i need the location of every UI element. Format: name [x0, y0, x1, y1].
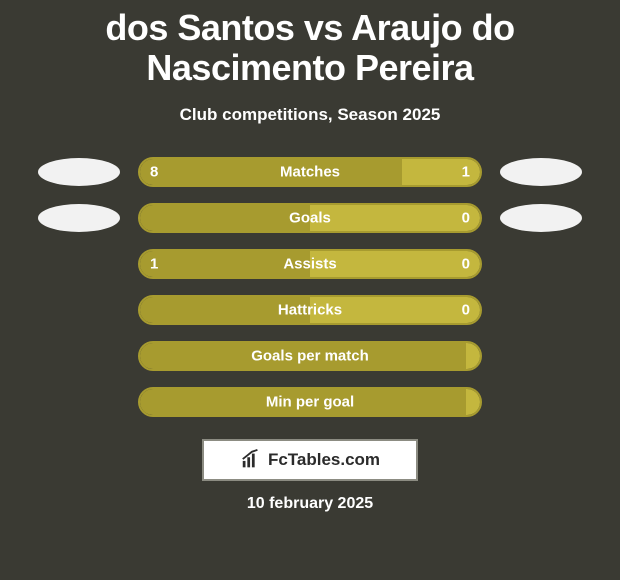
stat-bar-left: [140, 159, 402, 185]
stat-label: Goals: [289, 210, 331, 227]
spacer: [500, 264, 582, 265]
spacer: [500, 356, 582, 357]
stat-bar: Min per goal: [138, 387, 482, 417]
page-title: dos Santos vs Araujo do Nascimento Perei…: [0, 0, 620, 87]
stat-bar: 1 0 Assists: [138, 249, 482, 279]
footer-date: 10 february 2025: [0, 495, 620, 513]
stat-value-left: 1: [150, 256, 158, 273]
comparison-infographic: dos Santos vs Araujo do Nascimento Perei…: [0, 0, 620, 580]
stat-bar: 0 Goals: [138, 203, 482, 233]
stat-label: Goals per match: [251, 348, 369, 365]
spacer: [38, 264, 120, 265]
stat-row: 0 Goals: [0, 203, 620, 233]
stat-label: Assists: [283, 256, 336, 273]
spacer: [38, 402, 120, 403]
spacer: [38, 310, 120, 311]
spacer: [38, 356, 120, 357]
stat-value-right: 1: [462, 164, 470, 181]
subtitle: Club competitions, Season 2025: [0, 105, 620, 125]
stat-row: 0 Hattricks: [0, 295, 620, 325]
stat-value-left: 8: [150, 164, 158, 181]
stat-rows: 8 1 Matches 0 Goals 1 0 Assists 0 Hattricks Goals …: [0, 157, 620, 417]
stat-bar-right: [310, 205, 480, 231]
stat-value-right: 0: [462, 256, 470, 273]
spacer: [500, 310, 582, 311]
stat-row: Min per goal: [0, 387, 620, 417]
stat-value-right: 0: [462, 302, 470, 319]
stat-label: Matches: [280, 164, 340, 181]
stat-row: 8 1 Matches: [0, 157, 620, 187]
stat-bar: Goals per match: [138, 341, 482, 371]
stat-label: Hattricks: [278, 302, 342, 319]
player-left-placeholder: [38, 204, 120, 232]
stat-bar-right: [466, 389, 480, 415]
stat-row: 1 0 Assists: [0, 249, 620, 279]
source-badge-text: FcTables.com: [268, 450, 380, 470]
player-right-placeholder: [500, 204, 582, 232]
source-badge: FcTables.com: [202, 439, 418, 481]
stat-value-right: 0: [462, 210, 470, 227]
spacer: [500, 402, 582, 403]
stat-label: Min per goal: [266, 394, 354, 411]
player-left-placeholder: [38, 158, 120, 186]
stat-bar-right: [466, 343, 480, 369]
player-right-placeholder: [500, 158, 582, 186]
stat-bar: 8 1 Matches: [138, 157, 482, 187]
chart-icon: [240, 449, 262, 471]
stat-row: Goals per match: [0, 341, 620, 371]
stat-bar-left: [140, 205, 310, 231]
stat-bar: 0 Hattricks: [138, 295, 482, 325]
